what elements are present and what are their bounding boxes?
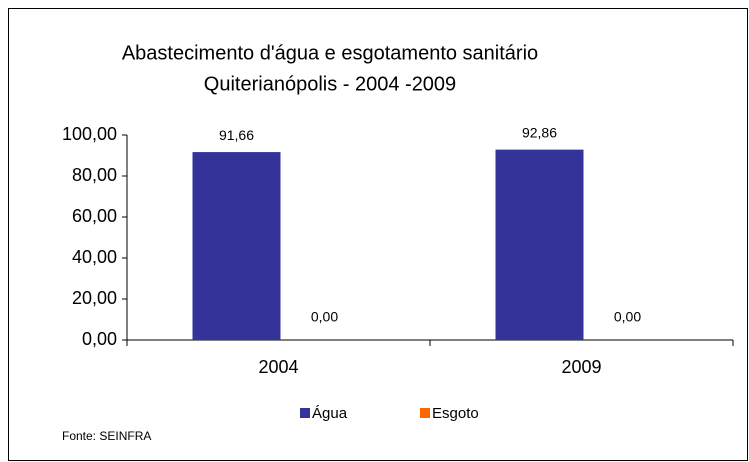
data-label: 91,66 [219,127,254,143]
y-tick-label: 40,00 [72,247,117,267]
chart-title: Quiterianópolis - 2004 -2009 [204,73,456,95]
y-tick-label: 60,00 [72,206,117,226]
chart-frame [8,8,748,461]
bar [495,149,584,340]
legend-label: Esgoto [432,405,479,422]
data-label: 0,00 [614,309,641,325]
bar [192,152,281,340]
y-tick-label: 100,00 [62,124,117,144]
y-tick-label: 20,00 [72,288,117,308]
legend-swatch [300,408,310,418]
source-note: Fonte: SEINFRA [62,429,151,443]
data-label: 92,86 [522,124,557,140]
data-label: 0,00 [311,309,338,325]
chart-title: Abastecimento d'água e esgotamento sanit… [122,42,538,64]
y-tick-label: 0,00 [82,329,117,349]
x-tick-label: 2009 [561,357,601,377]
y-tick-label: 80,00 [72,165,117,185]
legend-swatch [420,408,430,418]
x-tick-label: 2004 [258,357,298,377]
legend-label: Água [312,405,348,422]
